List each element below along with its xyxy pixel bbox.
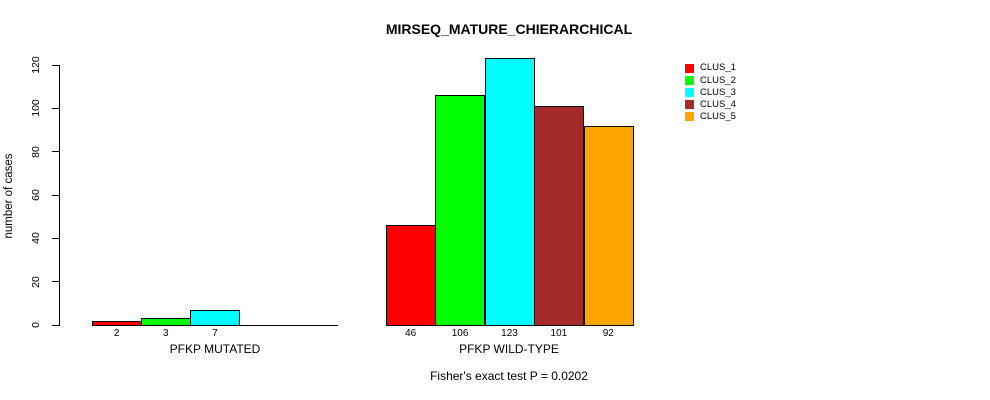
y-tick-mark	[52, 281, 59, 283]
legend-label: CLUS_1	[700, 62, 736, 74]
bar-value-label: 7	[212, 328, 218, 339]
bar-clus_2	[435, 95, 485, 326]
legend-row-clus_3: CLUS_3	[685, 86, 736, 98]
bar-clus_1	[92, 321, 142, 326]
legend-swatch-clus_3	[685, 87, 694, 97]
y-tick-mark	[52, 324, 59, 326]
y-tick-mark	[52, 107, 59, 109]
y-tick-label: 100	[30, 99, 42, 118]
bar-clus_2	[141, 318, 191, 326]
y-tick-mark	[52, 64, 59, 66]
bar-clus_3	[485, 58, 535, 326]
legend-row-clus_4: CLUS_4	[685, 99, 736, 111]
bar-clus_5	[584, 126, 634, 326]
legend: CLUS_1 CLUS_2 CLUS_3 CLUS_4 CLUS_5	[685, 62, 736, 123]
legend-swatch-clus_1	[685, 63, 694, 73]
y-tick-label: 40	[30, 232, 42, 245]
y-tick-mark	[52, 151, 59, 153]
bar-clus_3	[190, 310, 240, 326]
legend-label: CLUS_4	[700, 98, 736, 110]
legend-label: CLUS_2	[700, 74, 736, 86]
legend-row-clus_2: CLUS_2	[685, 74, 736, 86]
bar-value-label: 101	[550, 328, 568, 339]
bar-value-label: 2	[113, 328, 120, 339]
y-axis-spine	[59, 65, 60, 326]
y-tick-label: 60	[30, 189, 42, 201]
bar-value-label: 46	[405, 328, 417, 339]
legend-swatch-clus_2	[685, 75, 694, 85]
y-tick-label: 0	[30, 322, 42, 328]
fisher-test-annotation: Fisher's exact test P = 0.0202	[430, 369, 588, 383]
y-tick-label: 120	[30, 56, 42, 74]
bar-value-label: 3	[163, 328, 169, 339]
chart-title: MIRSEQ_MATURE_CHIERARCHICAL	[385, 21, 633, 37]
legend-swatch-clus_4	[685, 100, 694, 110]
y-axis-label: number of cases	[3, 153, 15, 239]
legend-label: CLUS_3	[700, 86, 736, 98]
y-tick-label: 20	[30, 275, 42, 288]
y-tick-label: 80	[30, 145, 42, 158]
bar-clus_4	[534, 106, 584, 326]
bar-value-label: 123	[501, 328, 518, 339]
y-tick-mark	[52, 237, 59, 239]
bar-value-label: 106	[451, 328, 469, 339]
group-label-mutated: PFKP MUTATED	[169, 342, 261, 356]
y-tick-mark	[52, 194, 59, 196]
legend-row-clus_1: CLUS_1	[685, 62, 736, 74]
group-label-wildtype: PFKP WILD-TYPE	[459, 342, 559, 356]
legend-label: CLUS_5	[700, 111, 736, 123]
bar-value-label: 92	[602, 328, 614, 339]
bar-clus_1	[386, 225, 436, 326]
legend-row-clus_5: CLUS_5	[685, 111, 736, 123]
legend-swatch-clus_5	[685, 112, 694, 122]
